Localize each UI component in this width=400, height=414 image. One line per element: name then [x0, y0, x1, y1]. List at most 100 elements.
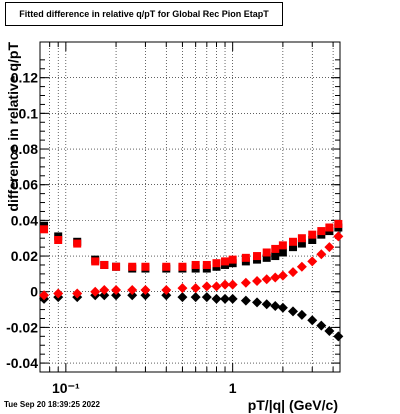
data-point — [221, 257, 230, 266]
data-point — [325, 223, 334, 232]
data-point — [190, 292, 201, 303]
data-point — [211, 293, 222, 304]
data-point — [220, 293, 231, 304]
axis-ticks — [40, 42, 340, 372]
x-tick-label: 10⁻¹ — [52, 380, 80, 396]
data-point — [201, 281, 212, 292]
data-point — [277, 302, 288, 313]
data-point — [334, 219, 343, 228]
data-point — [297, 239, 306, 248]
data-point — [333, 231, 344, 242]
data-point — [241, 253, 250, 262]
plot-frame — [39, 41, 341, 373]
data-point — [240, 295, 251, 306]
data-point — [201, 292, 212, 303]
data-point — [296, 309, 307, 320]
data-point — [190, 283, 201, 294]
series-1 — [40, 219, 343, 271]
data-point — [262, 248, 271, 257]
data-point — [112, 262, 121, 271]
data-point — [111, 284, 122, 295]
y-tick-label: 0.1 — [19, 105, 39, 121]
data-point — [127, 290, 138, 301]
data-point — [333, 331, 344, 342]
data-point — [253, 252, 262, 261]
data-point — [270, 272, 281, 283]
data-point — [228, 255, 237, 264]
data-point — [316, 249, 327, 260]
data-point — [271, 244, 280, 253]
data-point — [324, 325, 335, 336]
chart-title-box: Fitted difference in relative q/pT for G… — [5, 2, 283, 26]
data-point — [100, 260, 109, 269]
data-point — [72, 288, 83, 299]
y-tick-label: -0.04 — [6, 355, 38, 371]
data-point — [288, 306, 299, 317]
series-3 — [39, 231, 344, 301]
data-point — [289, 243, 298, 252]
y-tick-label: -0.02 — [6, 319, 38, 335]
data-point — [288, 267, 299, 278]
data-point — [261, 299, 272, 310]
y-tick-label: 0.02 — [11, 248, 38, 264]
data-point — [39, 290, 50, 301]
data-point — [296, 261, 307, 272]
y-tick-label: 0.06 — [11, 177, 38, 193]
data-point — [261, 274, 272, 285]
x-tick-label: 1 — [229, 380, 237, 396]
data-point — [220, 279, 231, 290]
data-point — [324, 242, 335, 253]
data-point — [177, 283, 188, 294]
data-point — [91, 257, 100, 266]
data-point — [111, 290, 122, 301]
data-point — [140, 284, 151, 295]
data-point — [191, 260, 200, 269]
series-0 — [40, 221, 343, 273]
data-point — [162, 262, 171, 271]
data-point — [211, 281, 222, 292]
data-point — [278, 241, 287, 250]
grid — [40, 42, 340, 372]
data-point — [307, 315, 318, 326]
data-point — [54, 236, 63, 244]
series-2 — [39, 290, 344, 342]
data-point — [277, 270, 288, 281]
data-point — [262, 253, 271, 262]
data-point — [307, 256, 318, 267]
footer-timestamp: Tue Sep 20 18:39:25 2022 — [4, 400, 100, 409]
data-point — [308, 230, 317, 239]
data-point — [212, 259, 221, 268]
data-point — [99, 290, 110, 301]
data-point — [271, 252, 280, 261]
data-point — [40, 225, 49, 234]
data-point — [178, 262, 187, 271]
data-point — [308, 236, 317, 244]
data-point — [289, 237, 298, 246]
data-point — [252, 276, 263, 287]
data-point — [317, 227, 326, 236]
data-point — [316, 320, 327, 331]
data-point — [227, 279, 238, 290]
data-point — [161, 284, 172, 295]
data-point — [99, 284, 110, 295]
y-tick-label: 0.04 — [11, 212, 38, 228]
data-point — [73, 239, 82, 248]
data-point — [90, 286, 101, 297]
y-tick-label: 0 — [30, 284, 38, 300]
data-point — [140, 290, 151, 301]
y-axis-title: difference in relative q/pT — [5, 42, 21, 212]
y-tick-label: 0.08 — [11, 141, 38, 157]
data-point — [240, 277, 251, 288]
data-point — [128, 262, 137, 271]
data-series — [39, 219, 344, 342]
data-point — [161, 290, 172, 301]
data-point — [141, 262, 150, 271]
data-point — [53, 288, 64, 299]
x-axis-title: pT/|q| (GeV/c) — [248, 397, 338, 413]
data-point — [270, 301, 281, 311]
chart-title: Fitted difference in relative q/pT for G… — [19, 9, 269, 19]
data-point — [227, 293, 238, 304]
data-point — [297, 234, 306, 243]
data-point — [127, 284, 138, 295]
